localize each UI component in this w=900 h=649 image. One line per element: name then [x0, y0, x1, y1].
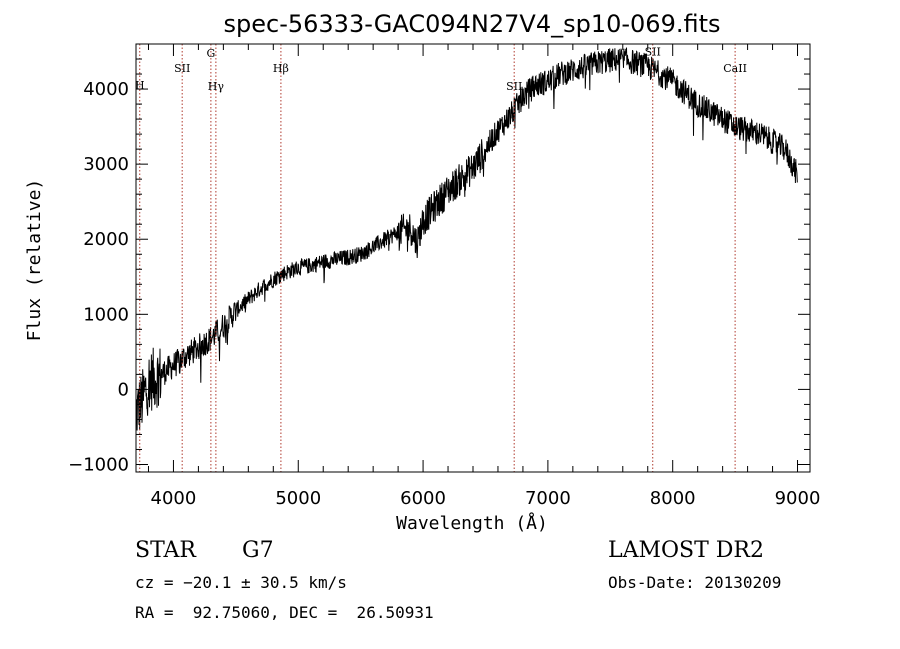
spectral-line-label: CaII	[723, 62, 747, 75]
x-tick-label: 9000	[775, 488, 821, 509]
spectral-line-label: G	[206, 47, 215, 60]
x-tick-label: 4000	[151, 488, 197, 509]
spectral-line-label: SII	[645, 45, 661, 58]
y-tick-label: 3000	[83, 154, 129, 175]
y-axis-label: Flux (relative)	[24, 179, 45, 342]
spectral-line-label: H	[135, 79, 145, 92]
survey-name: LAMOST DR2	[608, 538, 764, 563]
coordinates: RA = 92.75060, DEC = 26.50931	[135, 603, 434, 622]
y-tick-label: −1000	[68, 454, 129, 475]
spectral-line-label: SII	[174, 62, 190, 75]
x-axis-label: Wavelength (Å)	[396, 512, 548, 534]
x-tick-label: 6000	[400, 488, 446, 509]
y-tick-label: 0	[118, 379, 129, 400]
chart-title: spec-56333-GAC094N27V4_sp10-069.fits	[224, 10, 721, 38]
x-tick-label: 5000	[275, 488, 321, 509]
observation-date: Obs-Date: 20130209	[608, 573, 782, 592]
spectral-line-label: Hγ	[208, 80, 225, 93]
y-tick-label: 2000	[83, 229, 129, 250]
y-tick-label: 4000	[83, 79, 129, 100]
x-tick-label: 7000	[525, 488, 571, 509]
object-class: STAR	[135, 538, 196, 563]
redshift-value: cz = −20.1 ± 30.5 km/s	[135, 573, 347, 592]
spectral-line-label: Hβ	[273, 62, 289, 75]
spectral-line-label: SII	[506, 80, 522, 93]
spectrum-line	[135, 47, 798, 431]
y-tick-label: 1000	[83, 304, 129, 325]
x-tick-label: 8000	[650, 488, 696, 509]
subclass: G7	[242, 538, 274, 563]
